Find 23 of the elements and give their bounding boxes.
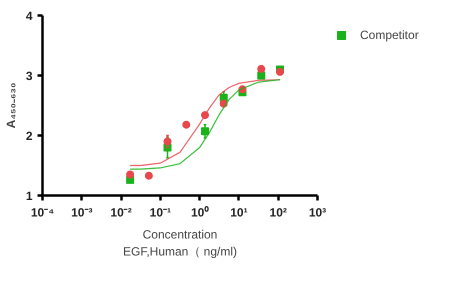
x-tick-label: 10⁻³ <box>71 206 92 220</box>
y-tick-label: 3 <box>26 69 33 83</box>
x-axis-title: Concentration EGF,Human（ ng/ml) <box>122 228 238 258</box>
y-tick-label: 1 <box>26 189 33 203</box>
point <box>257 64 266 73</box>
point <box>164 138 172 146</box>
y-tick-label: 4 <box>26 9 33 23</box>
x-tick-label: 10³ <box>308 206 326 220</box>
point <box>276 68 284 76</box>
y-tick-label: 2 <box>26 129 33 143</box>
point <box>126 170 134 178</box>
x-tick-label: 10⁻⁴ <box>30 206 54 220</box>
point <box>144 172 153 180</box>
x-tick-label: 10¹ <box>230 206 248 220</box>
y-axis-title: A₄₅₀₋₆₃₀ <box>4 82 18 128</box>
x-tick-label: 10⁻² <box>110 206 132 220</box>
point <box>257 72 266 80</box>
x-tick-label: 10⁰ <box>190 206 210 220</box>
point <box>201 127 210 136</box>
point <box>182 120 190 129</box>
x-tick-label: 10⁻¹ <box>150 206 172 220</box>
legend-label: Competitor <box>360 28 419 42</box>
x-tick-label: 10² <box>270 206 287 220</box>
